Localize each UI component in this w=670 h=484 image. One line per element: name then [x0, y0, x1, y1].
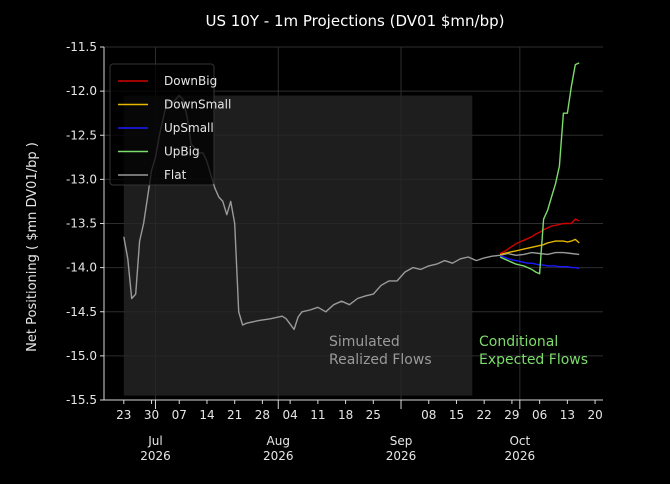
- legend-label-downbig: DownBig: [164, 74, 217, 88]
- annotation-text: Realized Flows: [329, 352, 432, 368]
- legend: DownBig DownSmall UpSmall UpBig Flat: [109, 63, 231, 186]
- x-tick-label: 30: [144, 408, 159, 422]
- y-tick-label: -11.5: [66, 40, 97, 54]
- y-tick-label: -12.5: [66, 128, 97, 142]
- annotation-text: Conditional: [479, 334, 558, 350]
- x-year-label: 2026: [140, 449, 171, 463]
- x-tick-label: 25: [366, 408, 381, 422]
- x-tick-label: 18: [338, 408, 353, 422]
- y-tick-label: -14.0: [66, 261, 97, 275]
- x-year-label: 2026: [263, 449, 294, 463]
- legend-label-upbig: UpBig: [164, 145, 200, 159]
- legend-label-downsmall: DownSmall: [164, 98, 231, 112]
- x-tick-label: 15: [449, 408, 464, 422]
- x-tick-label: 13: [560, 408, 575, 422]
- annotations: Simulated Realized Flows Conditional Expect…: [329, 334, 588, 368]
- x-month-label: Oct: [509, 434, 530, 448]
- chart-title: US 10Y - 1m Projections (DV01 $mn/bp): [205, 12, 504, 30]
- series-line-downbig: [499, 218, 580, 255]
- x-tick-label: 06: [532, 408, 547, 422]
- x-tick-label: 21: [227, 408, 242, 422]
- x-tick-label: 08: [421, 408, 436, 422]
- x-month-label: Aug: [267, 434, 290, 448]
- y-tick-label: -15.5: [66, 393, 97, 407]
- x-tick-label: 20: [587, 408, 602, 422]
- axes: -15.5 -15.0 -14.5 -14.0 -13.5 -13.0 -12.5 -12.0…: [66, 40, 603, 463]
- x-tick-label: 07: [172, 408, 187, 422]
- y-axis-label: Net Positioning ( $mn DV01/bp ): [25, 142, 40, 352]
- y-tick-label: -12.0: [66, 84, 97, 98]
- x-tick-label: 14: [199, 408, 214, 422]
- y-tick-label: -13.0: [66, 172, 97, 186]
- y-tick-label: -13.5: [66, 217, 97, 231]
- x-tick-label: 11: [310, 408, 325, 422]
- annotation-text: Expected Flows: [479, 352, 588, 368]
- x-tick-label: 04: [282, 408, 297, 422]
- series-line-upbig: [499, 62, 580, 275]
- x-month-label: Sep: [390, 434, 413, 448]
- legend-label-flat: Flat: [164, 168, 187, 182]
- legend-label-upsmall: UpSmall: [164, 121, 214, 135]
- x-tick-label: 28: [255, 408, 270, 422]
- x-year-label: 2026: [386, 449, 417, 463]
- legend-box: [109, 63, 215, 186]
- series-line-downsmall: [499, 238, 580, 256]
- x-year-label: 2026: [505, 449, 536, 463]
- y-tick-label: -14.5: [66, 305, 97, 319]
- y-tick-label: -15.0: [66, 349, 97, 363]
- x-tick-label: 29: [504, 408, 519, 422]
- annotation-text: Simulated: [329, 334, 400, 350]
- x-tick-label: 22: [477, 408, 492, 422]
- x-tick-label: 23: [116, 408, 131, 422]
- x-month-label: Jul: [147, 434, 162, 448]
